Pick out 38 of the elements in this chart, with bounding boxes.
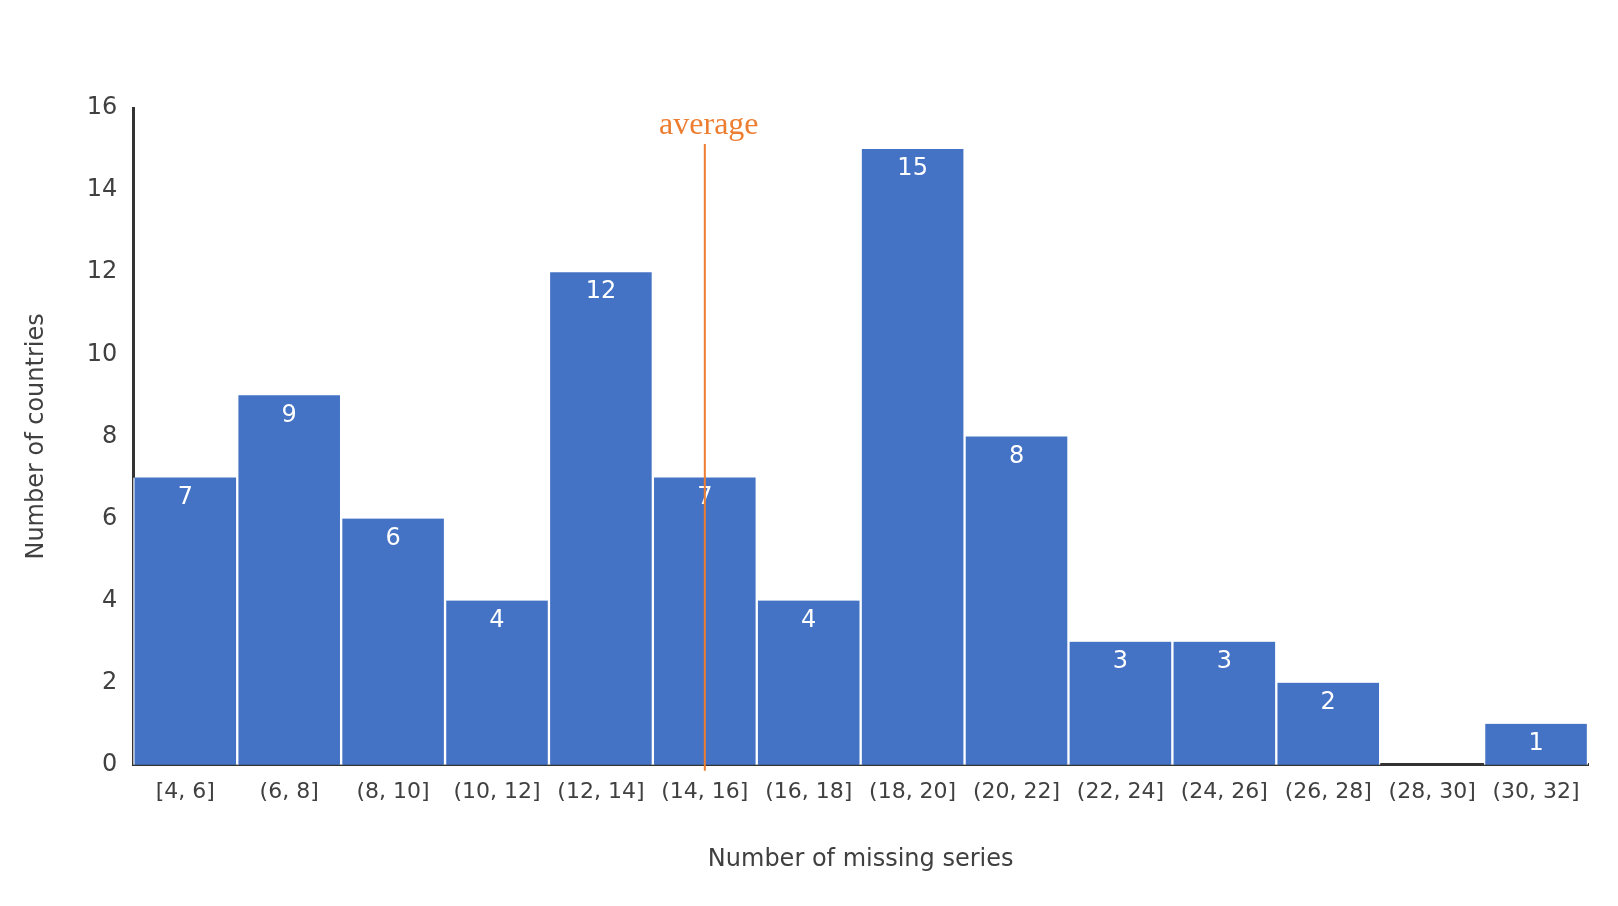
data-label: 3 (1216, 645, 1232, 674)
data-label: 15 (897, 153, 928, 182)
data-label: 6 (385, 522, 401, 551)
y-tick-label: 6 (102, 502, 118, 531)
y-tick-label: 14 (86, 174, 118, 203)
data-label: 4 (489, 604, 505, 633)
data-label: 4 (801, 604, 817, 633)
y-tick-label: 4 (102, 584, 118, 613)
y-tick-label: 10 (86, 338, 118, 367)
ref-line-label: average (659, 105, 759, 142)
x-tick-label: (30, 32] (1492, 777, 1580, 803)
x-tick-label: (10, 12] (453, 777, 541, 803)
x-tick-label: (8, 10] (356, 777, 430, 803)
x-axis-title: Number of missing series (707, 843, 1014, 872)
data-label: 3 (1112, 645, 1129, 674)
x-tick-label: (24, 26] (1180, 777, 1268, 803)
x-tick-label: (28, 30] (1388, 777, 1476, 803)
y-tick-label: 0 (102, 749, 118, 778)
data-label: 1 (1528, 727, 1544, 756)
x-tick-label: (20, 22] (972, 777, 1061, 803)
data-label: 8 (1008, 440, 1025, 469)
data-label: 9 (281, 399, 297, 428)
x-tick-label: (14, 16] (661, 777, 749, 803)
y-tick-label: 8 (102, 420, 118, 449)
x-tick-label: (16, 18] (765, 777, 853, 803)
x-tick-label: (18, 20] (869, 777, 957, 803)
data-label: 7 (177, 481, 193, 510)
x-tick-label: (22, 24] (1076, 777, 1164, 803)
x-tick-label: (6, 8] (259, 777, 319, 803)
y-axis-title: Number of countries (20, 313, 49, 560)
y-tick-label: 2 (102, 666, 118, 695)
x-tick-label: (12, 14] (557, 777, 645, 803)
x-tick-label: [4, 6] (155, 777, 215, 803)
y-tick-label: 16 (86, 92, 118, 121)
data-label: 2 (1320, 686, 1336, 715)
data-label: 12 (585, 276, 617, 305)
y-tick-label: 12 (86, 256, 118, 285)
x-tick-label: (26, 28] (1284, 777, 1372, 803)
